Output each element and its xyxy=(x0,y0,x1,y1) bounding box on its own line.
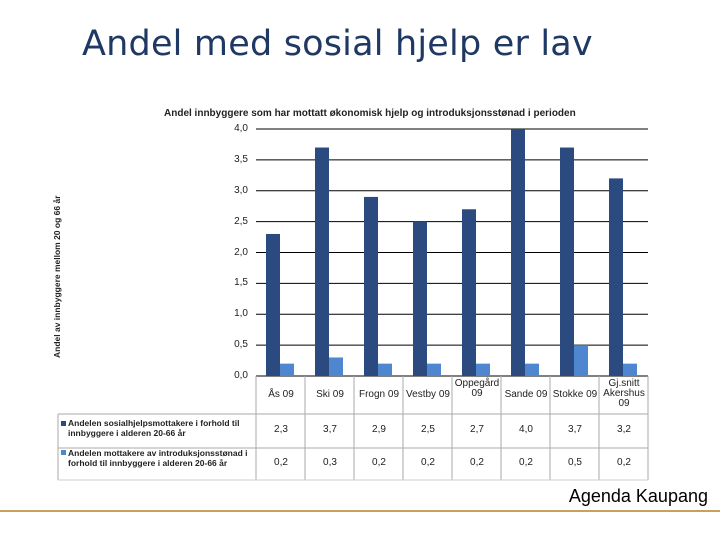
bar-series-2 xyxy=(427,363,441,376)
y-tick-label: 4,0 xyxy=(234,123,248,134)
data-table-cell: 3,2 xyxy=(617,424,631,435)
data-table-cell: 0,2 xyxy=(519,457,533,468)
data-table-cell: 2,5 xyxy=(421,424,435,435)
bar-series-2 xyxy=(378,363,392,376)
y-tick-label: 2,0 xyxy=(234,246,248,258)
bar-series-2 xyxy=(476,363,490,376)
footer-label: Agenda Kaupang xyxy=(568,486,708,506)
data-table-cell: 0,2 xyxy=(617,457,631,468)
data-table-cell: 0,2 xyxy=(372,457,386,468)
legend-entry: Andelen sosialhjelpsmottakere i forhold … xyxy=(68,418,240,438)
x-tick-label: Ski 09 xyxy=(316,389,344,400)
legend-entry: Andelen mottakere av introduksjonsstønad… xyxy=(68,448,248,468)
y-tick-label: 2,5 xyxy=(234,215,248,227)
data-table-cell: 0,5 xyxy=(568,457,582,468)
x-tick-label: Stokke 09 xyxy=(552,389,598,400)
slide-title: Andel med sosial hjelp er lav xyxy=(82,24,593,64)
data-table-cell: 4,0 xyxy=(519,424,533,435)
data-table-cell: 0,2 xyxy=(274,457,288,468)
legend-swatch-series-2 xyxy=(61,450,66,455)
chart-title: Andel innbyggere som har mottatt økonomi… xyxy=(164,108,576,119)
x-tick-label: Frogn 09 xyxy=(358,389,400,400)
data-table-cell: 0,2 xyxy=(421,457,435,468)
data-table-cell: 3,7 xyxy=(568,424,582,435)
x-tick-label: Sande 09 xyxy=(504,389,548,400)
data-table-cell: 2,9 xyxy=(372,424,386,435)
data-table-cell: 0,2 xyxy=(470,457,484,468)
bar-series-2 xyxy=(574,345,588,376)
footer-divider xyxy=(0,510,720,512)
data-table-cell: 2,3 xyxy=(274,424,288,435)
y-tick-label: 0,0 xyxy=(234,370,248,381)
x-tick-label: Ås 09 xyxy=(268,389,294,400)
y-tick-label: 1,0 xyxy=(234,308,248,320)
y-tick-label: 1,5 xyxy=(234,277,248,289)
bar-series-2 xyxy=(329,357,343,376)
x-tick-label: Gj.snitt Akershus 09 xyxy=(603,378,645,409)
data-table-cell: 2,7 xyxy=(470,424,484,435)
data-table-cell: 0,3 xyxy=(323,457,337,468)
bar-series-1 xyxy=(315,147,329,376)
bar-series-2 xyxy=(525,363,539,376)
x-tick-label: Vestby 09 xyxy=(406,389,450,400)
legend-swatch-series-1 xyxy=(61,421,66,426)
bar-series-1 xyxy=(266,233,280,376)
y-tick-label: 3,0 xyxy=(234,184,248,196)
bar-series-1 xyxy=(609,178,623,376)
x-tick-label: Oppegård 09 xyxy=(454,378,500,399)
bar-series-1 xyxy=(511,129,525,376)
bar-series-2 xyxy=(623,363,637,376)
bar-series-1 xyxy=(462,209,476,376)
data-table-cell: 3,7 xyxy=(323,424,337,435)
bar-series-1 xyxy=(560,147,574,376)
bar-series-1 xyxy=(364,196,378,376)
y-tick-label: 3,5 xyxy=(234,153,248,165)
y-tick-label: 0,5 xyxy=(234,339,248,351)
bar-series-1 xyxy=(413,221,427,376)
bar-series-2 xyxy=(280,363,294,376)
